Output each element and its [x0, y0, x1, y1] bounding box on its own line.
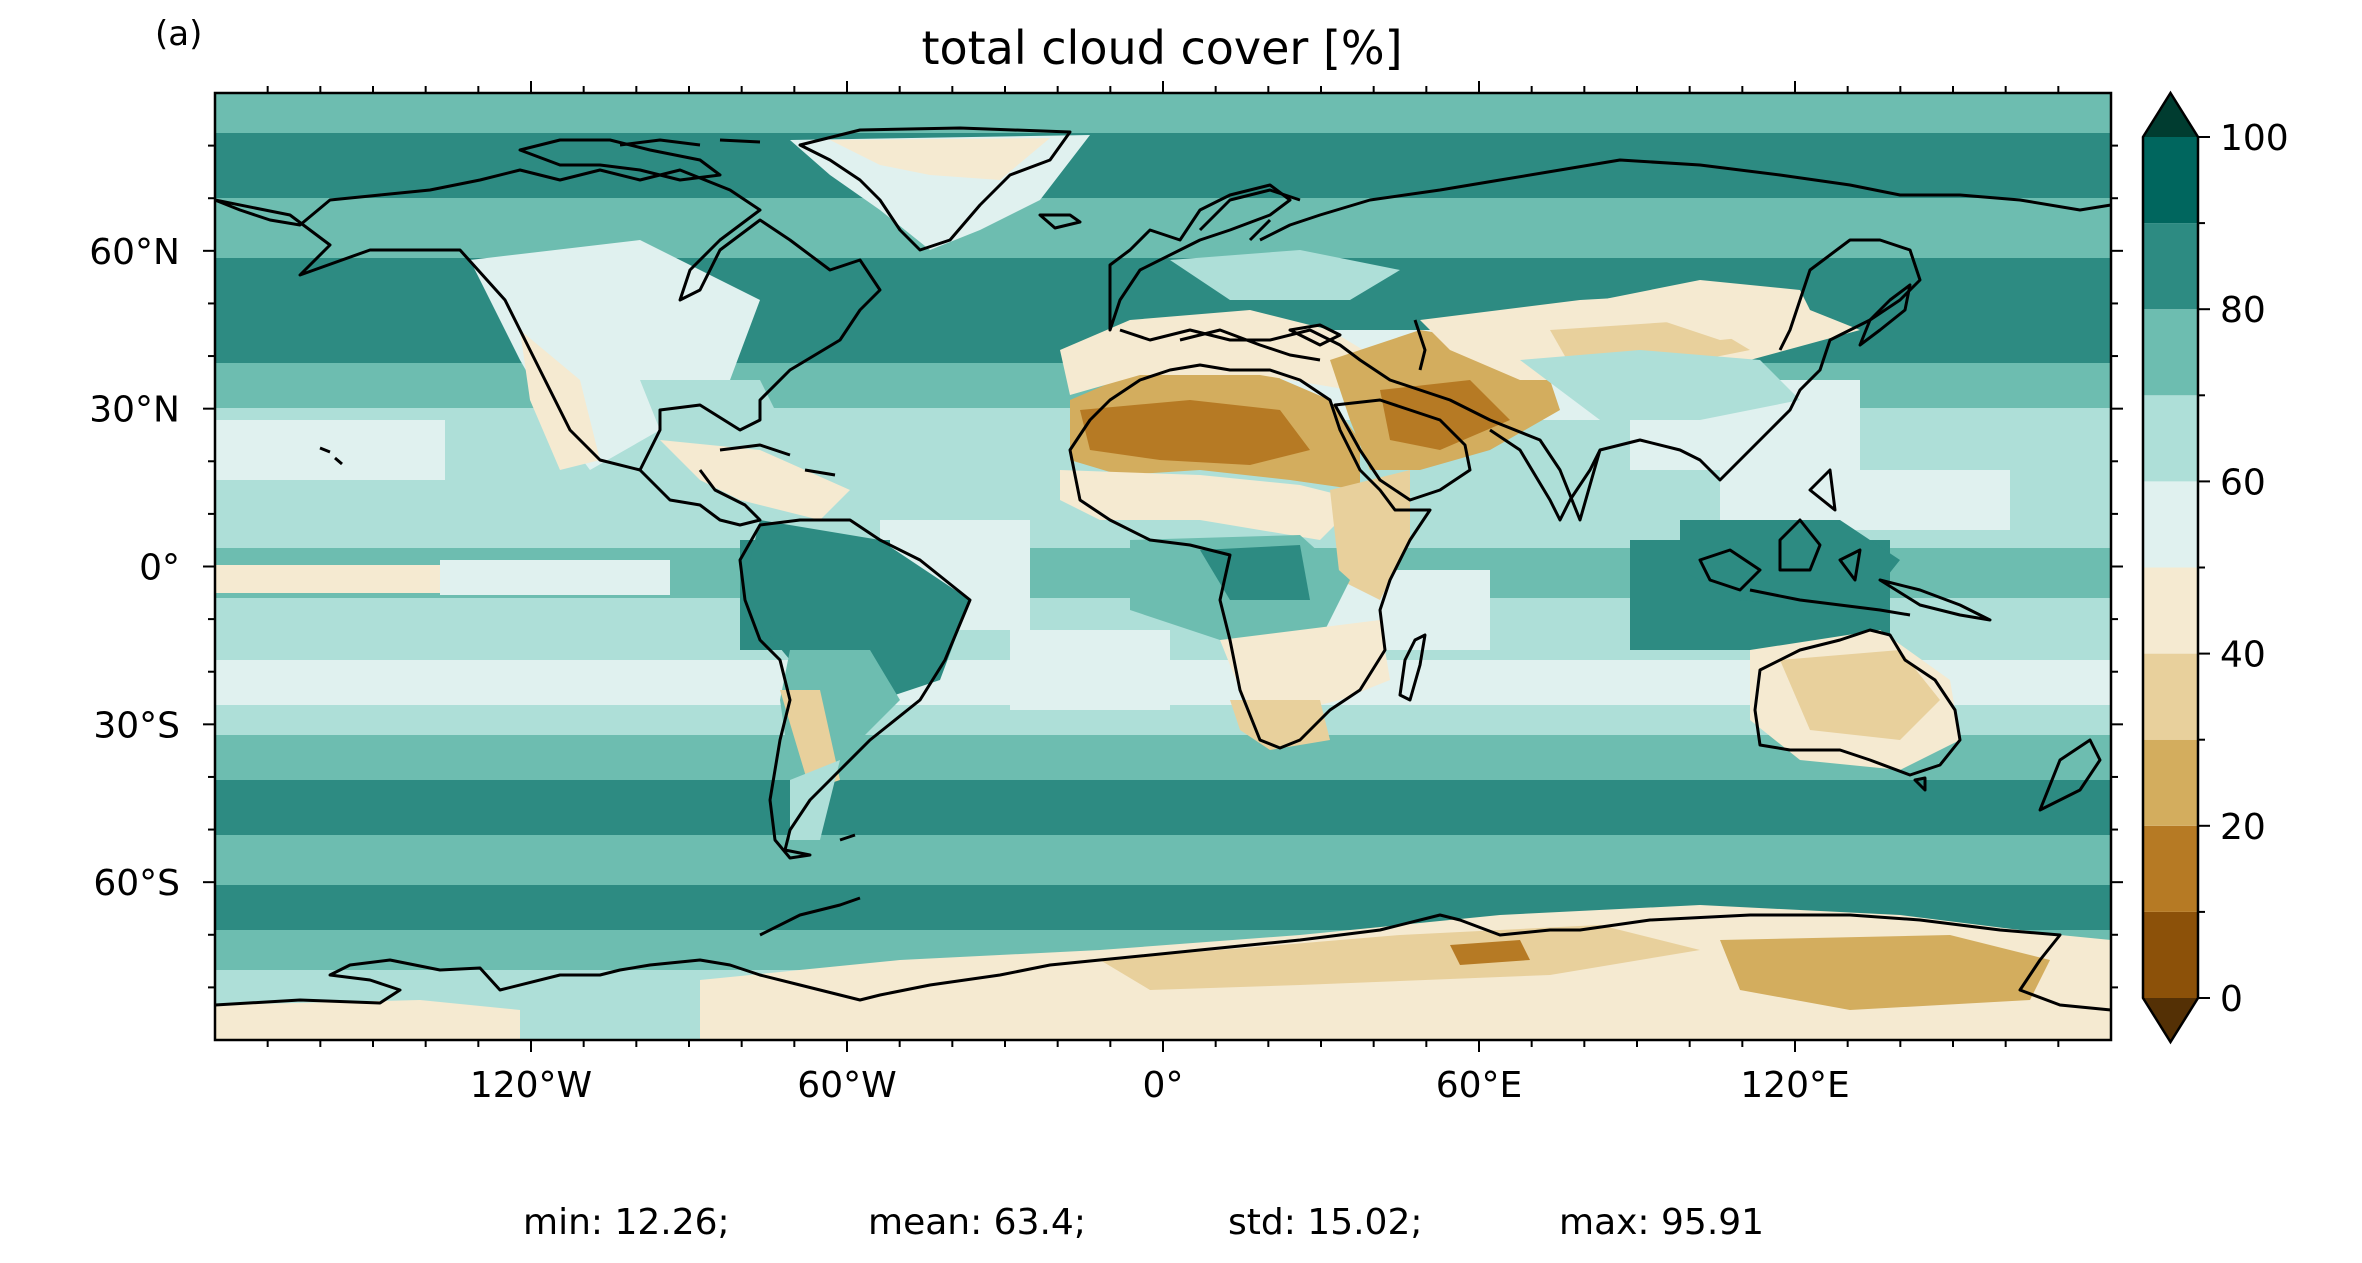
lat-tick-label: 60°N — [89, 232, 180, 273]
stat-std: std: 15.02; — [1228, 1202, 1422, 1243]
stat-min: min: 12.26; — [523, 1202, 730, 1243]
lat-tick-label: 0° — [139, 548, 180, 589]
lat-tick-label: 60°S — [93, 863, 180, 904]
colorbar-tick-label: 0 — [2220, 979, 2243, 1020]
colorbar-tick-label: 60 — [2220, 462, 2266, 503]
colorbar-under-arrow — [2143, 998, 2198, 1042]
colorbar-level — [2143, 481, 2198, 568]
colorbar-tick-label: 20 — [2220, 807, 2266, 848]
lat-tick-label: 30°S — [93, 705, 180, 746]
lon-tick-label: 120°E — [1740, 1065, 1849, 1106]
lon-tick-label: 60°E — [1436, 1065, 1523, 1106]
statistics-line: min: 12.26; mean: 63.4; std: 15.02; max:… — [523, 1202, 1764, 1243]
colorbar-tick-label: 80 — [2220, 290, 2266, 331]
panel-label: (a) — [155, 14, 202, 54]
colorbar-level — [2143, 567, 2198, 654]
axes: 120°W 60°W 0° 60°E 120°E 60°N 30°N 0° 30°S 60°S — [89, 81, 2123, 1106]
map-panel — [213, 91, 2113, 1042]
lon-tick-label: 60°W — [797, 1065, 896, 1106]
map-title: total cloud cover [%] — [921, 21, 1402, 75]
colorbar-level — [2143, 137, 2198, 224]
colorbar-tick-label: 100 — [2220, 118, 2289, 159]
colorbar-level — [2143, 223, 2198, 310]
colorbar-level — [2143, 739, 2198, 826]
lat-tick-label: 30°N — [89, 390, 180, 431]
lon-tick-label: 0° — [1143, 1065, 1184, 1106]
stat-max: max: 95.91 — [1559, 1202, 1764, 1243]
colorbar-level — [2143, 395, 2198, 482]
colorbar-level — [2143, 309, 2198, 396]
colorbar-over-arrow — [2143, 93, 2198, 137]
colorbar-level — [2143, 653, 2198, 740]
coastlines — [215, 126, 2111, 1012]
lon-tick-label: 120°W — [470, 1065, 592, 1106]
colorbar-level — [2143, 911, 2198, 998]
colorbar-tick-label: 40 — [2220, 635, 2266, 676]
colorbar: 0 20 40 60 80 100 — [2141, 90, 2289, 1045]
colorbar-level — [2143, 825, 2198, 912]
stat-mean: mean: 63.4; — [868, 1202, 1086, 1243]
